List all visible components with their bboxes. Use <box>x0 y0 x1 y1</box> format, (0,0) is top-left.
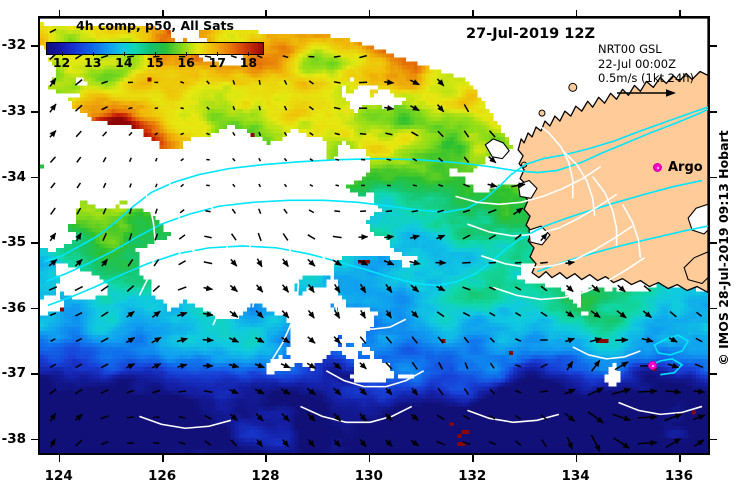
copyright-credit: © IMOS 28-Jul-2019 09:13 Hobart <box>716 130 731 366</box>
x-tick-mark <box>368 455 371 462</box>
y-tick-mark-right <box>710 176 717 179</box>
x-tick-mark-top <box>472 10 474 17</box>
y-tick-mark <box>31 373 38 375</box>
y-tick-label--35: -35 <box>1 234 26 251</box>
x-tick-label-126: 126 <box>147 468 177 484</box>
x-tick-mark-top <box>162 10 164 17</box>
x-tick-mark <box>472 455 474 462</box>
argo-marker-north[interactable] <box>653 163 662 172</box>
argo-legend-label: Argo <box>668 160 703 175</box>
colorbar-tick-15: 15 <box>146 55 164 70</box>
y-tick-mark-right <box>710 438 717 441</box>
x-tick-mark <box>678 455 681 462</box>
map-plot-area[interactable] <box>38 16 710 455</box>
colorbar-tick-18: 18 <box>239 55 258 70</box>
colorbar-tick-17: 17 <box>208 55 226 70</box>
x-tick-label-128: 128 <box>251 468 280 484</box>
colorbar-tick-13: 13 <box>84 55 102 70</box>
map-date-label: 27-Jul-2019 12Z <box>466 26 595 42</box>
x-tick-mark-top <box>58 10 61 17</box>
x-tick-label-124: 124 <box>44 468 73 484</box>
x-tick-mark-top <box>368 10 371 17</box>
x-tick-mark-top <box>265 10 268 17</box>
argo-marker-south[interactable] <box>648 361 657 370</box>
y-tick-label--33: -33 <box>1 103 26 119</box>
argo-marker-layer <box>40 18 708 453</box>
y-tick-mark <box>31 307 38 310</box>
x-tick-label-130: 130 <box>354 468 383 484</box>
x-tick-label-136: 136 <box>664 468 694 484</box>
y-tick-mark-right <box>710 111 717 113</box>
current-vector-layer <box>48 28 706 452</box>
y-tick-mark <box>31 438 38 441</box>
y-tick-label--36: -36 <box>1 299 26 316</box>
y-tick-label--38: -38 <box>1 430 26 447</box>
x-tick-mark <box>162 455 164 462</box>
y-tick-mark <box>31 111 38 113</box>
colorbar-tick-16: 16 <box>177 55 195 70</box>
y-tick-label--32: -32 <box>1 37 26 54</box>
y-tick-mark <box>31 45 38 48</box>
colorbar-tick-labels: 12 13 14 15 16 17 18 <box>40 52 270 71</box>
y-tick-mark-right <box>710 45 717 48</box>
vector-scale-label: 0.5m/s (1kt 24h) <box>598 71 695 85</box>
x-tick-mark-top <box>678 10 681 17</box>
vector-source-label: NRT00 GSL <box>598 42 662 56</box>
y-tick-mark-right <box>710 373 717 375</box>
colorbar-panel: 4h comp, p50, All Sats 12 13 14 15 16 17 18 <box>40 18 270 71</box>
x-tick-mark <box>58 455 61 462</box>
vector-legend: NRT00 GSL 22-Jul 00:00Z 0.5m/s (1kt 24h) <box>598 42 694 101</box>
y-tick-label--34: -34 <box>1 168 26 185</box>
y-tick-mark <box>31 176 38 179</box>
y-tick-mark <box>31 242 38 244</box>
x-tick-label-134: 134 <box>561 468 590 484</box>
ssh-contours <box>109 120 703 430</box>
colorbar-tick-14: 14 <box>115 55 133 70</box>
x-tick-mark <box>265 455 268 462</box>
colorbar-title: 4h comp, p50, All Sats <box>76 18 234 33</box>
vector-scale-arrow <box>616 87 694 102</box>
y-tick-mark-right <box>710 242 717 244</box>
y-tick-label--37: -37 <box>1 365 26 382</box>
colorbar-tick-12: 12 <box>52 55 71 70</box>
vector-date-label: 22-Jul 00:00Z <box>598 56 676 71</box>
x-tick-mark <box>575 455 578 462</box>
x-tick-mark-top <box>575 10 578 17</box>
y-tick-mark-right <box>710 307 717 310</box>
x-tick-label-132: 132 <box>458 468 487 484</box>
